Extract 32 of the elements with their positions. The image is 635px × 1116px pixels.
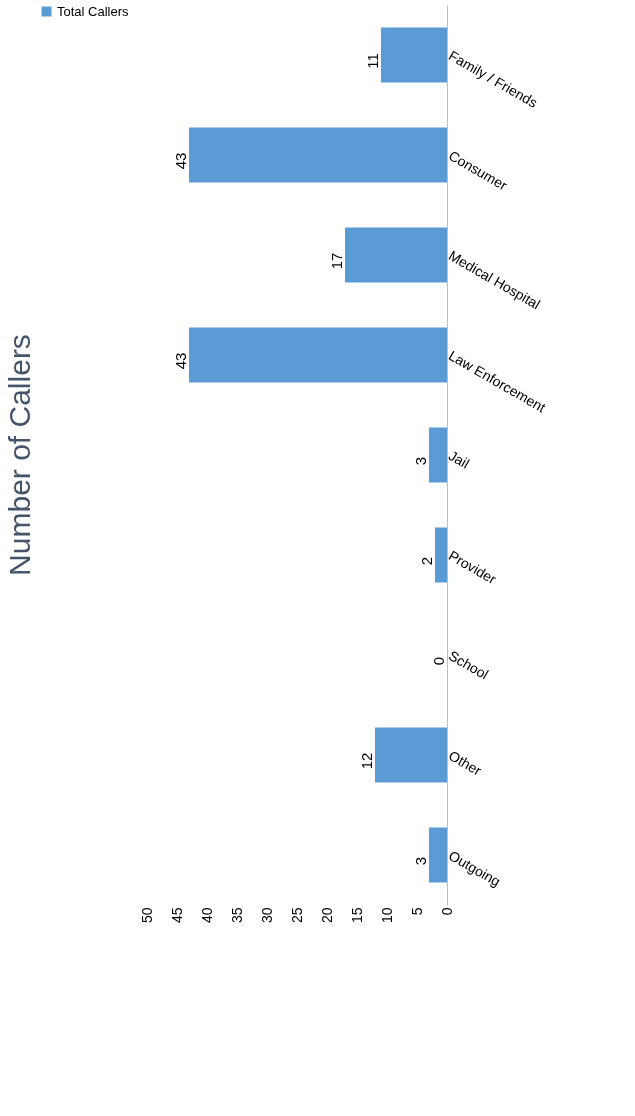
x-tick-label: 10 bbox=[378, 907, 395, 924]
data-label: 2 bbox=[418, 556, 435, 566]
x-tick-label: 15 bbox=[348, 907, 365, 924]
bar bbox=[375, 727, 447, 783]
bar bbox=[345, 227, 447, 283]
bar bbox=[429, 827, 447, 883]
data-label: 3 bbox=[412, 856, 429, 866]
legend-label: Total Callers bbox=[57, 3, 130, 19]
x-tick-label: 25 bbox=[288, 907, 305, 924]
bar bbox=[189, 327, 447, 383]
data-label: 11 bbox=[364, 53, 381, 69]
x-tick-label: 50 bbox=[138, 907, 155, 924]
data-label: 3 bbox=[412, 456, 429, 466]
bar bbox=[429, 427, 447, 483]
text: Number of Callers bbox=[3, 334, 36, 576]
x-tick-label: 40 bbox=[198, 907, 215, 924]
data-label: 12 bbox=[358, 752, 375, 770]
bar bbox=[381, 27, 447, 83]
x-tick-label: 0 bbox=[438, 907, 455, 916]
x-tick-label: 45 bbox=[168, 907, 185, 924]
data-label: 17 bbox=[328, 252, 345, 270]
x-tick-label: 20 bbox=[318, 907, 335, 924]
data-label: 0 bbox=[430, 656, 447, 666]
x-tick-label: 5 bbox=[408, 907, 425, 916]
y-tick-label: Other bbox=[446, 747, 485, 779]
x-tick-label: 35 bbox=[228, 907, 245, 924]
data-label: 43 bbox=[172, 352, 189, 370]
bar bbox=[435, 527, 447, 583]
bar bbox=[189, 127, 447, 183]
data-label: 43 bbox=[172, 152, 189, 170]
y-tick-label: Jail bbox=[446, 447, 473, 472]
x-tick-label: 30 bbox=[258, 907, 275, 924]
